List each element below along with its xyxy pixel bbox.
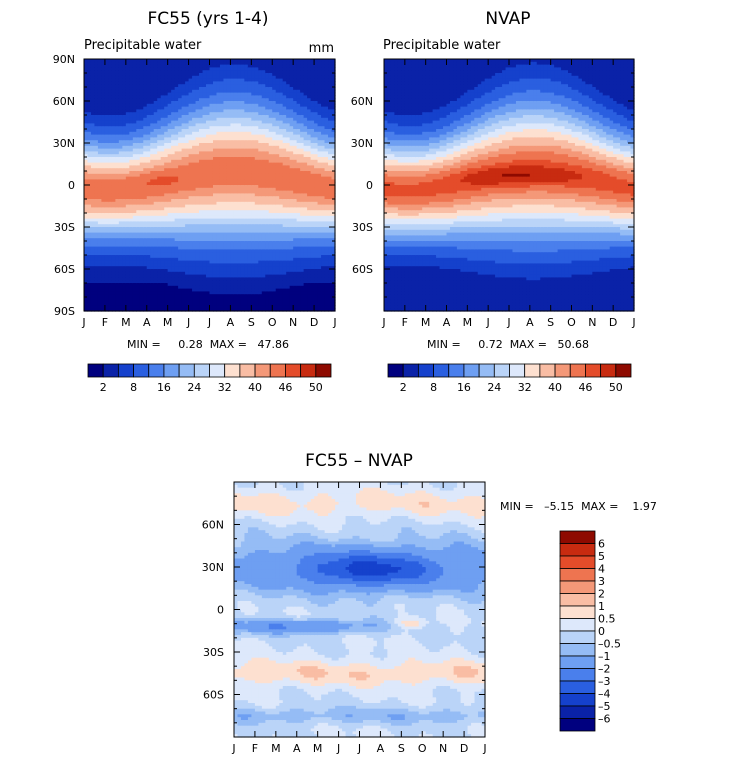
subtitle-fc55: Precipitable water (84, 38, 202, 53)
heatmap-fc55 (84, 59, 336, 312)
units-label: mm (309, 41, 334, 56)
title-fc55: FC55 (yrs 1-4) (147, 9, 268, 29)
